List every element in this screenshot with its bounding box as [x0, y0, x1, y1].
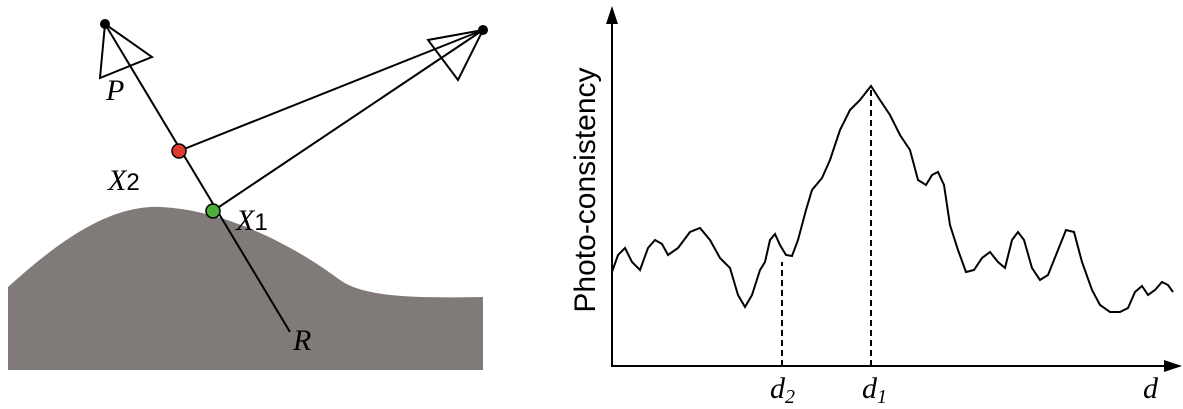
marker-label: d1	[862, 372, 887, 408]
y-axis-label: Photo-consistency	[569, 67, 602, 312]
camera-center	[478, 25, 488, 35]
arrow-head	[1164, 360, 1182, 372]
point-x2	[172, 144, 186, 158]
point-label: X2	[107, 164, 140, 197]
photo-consistency-curve	[612, 86, 1173, 312]
point-x1	[206, 204, 220, 218]
camera-frustum	[428, 30, 483, 80]
marker-label: d2	[770, 372, 795, 408]
x-axis-label: d	[1143, 372, 1159, 405]
camera-center	[100, 19, 110, 29]
point-label: X1	[235, 204, 268, 237]
arrow-head	[606, 6, 618, 24]
camera-label: P	[105, 74, 124, 107]
camera-frustum	[100, 24, 152, 78]
ray-label: R	[292, 324, 311, 357]
figure: P X2 X1 R Photo-consistency d2 d1 d	[0, 0, 1183, 409]
